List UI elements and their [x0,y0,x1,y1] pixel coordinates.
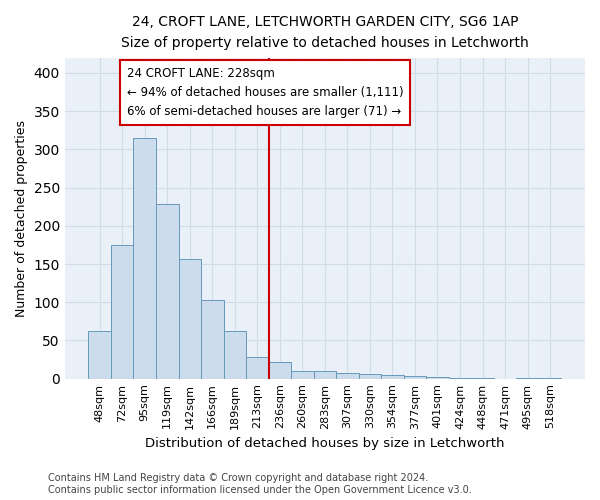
Y-axis label: Number of detached properties: Number of detached properties [15,120,28,316]
X-axis label: Distribution of detached houses by size in Letchworth: Distribution of detached houses by size … [145,437,505,450]
Bar [156,204,179,378]
Bar [269,362,291,378]
Bar [336,374,359,378]
Bar [88,332,111,378]
Bar [111,245,133,378]
Title: 24, CROFT LANE, LETCHWORTH GARDEN CITY, SG6 1AP
Size of property relative to det: 24, CROFT LANE, LETCHWORTH GARDEN CITY, … [121,15,529,50]
Bar [224,332,246,378]
Bar [291,371,314,378]
Text: 24 CROFT LANE: 228sqm
← 94% of detached houses are smaller (1,111)
6% of semi-de: 24 CROFT LANE: 228sqm ← 94% of detached … [127,67,403,118]
Bar [426,377,449,378]
Text: Contains HM Land Registry data © Crown copyright and database right 2024.
Contai: Contains HM Land Registry data © Crown c… [48,474,472,495]
Bar [404,376,426,378]
Bar [246,358,269,378]
Bar [179,258,201,378]
Bar [381,375,404,378]
Bar [359,374,381,378]
Bar [133,138,156,378]
Bar [314,371,336,378]
Bar [201,300,224,378]
